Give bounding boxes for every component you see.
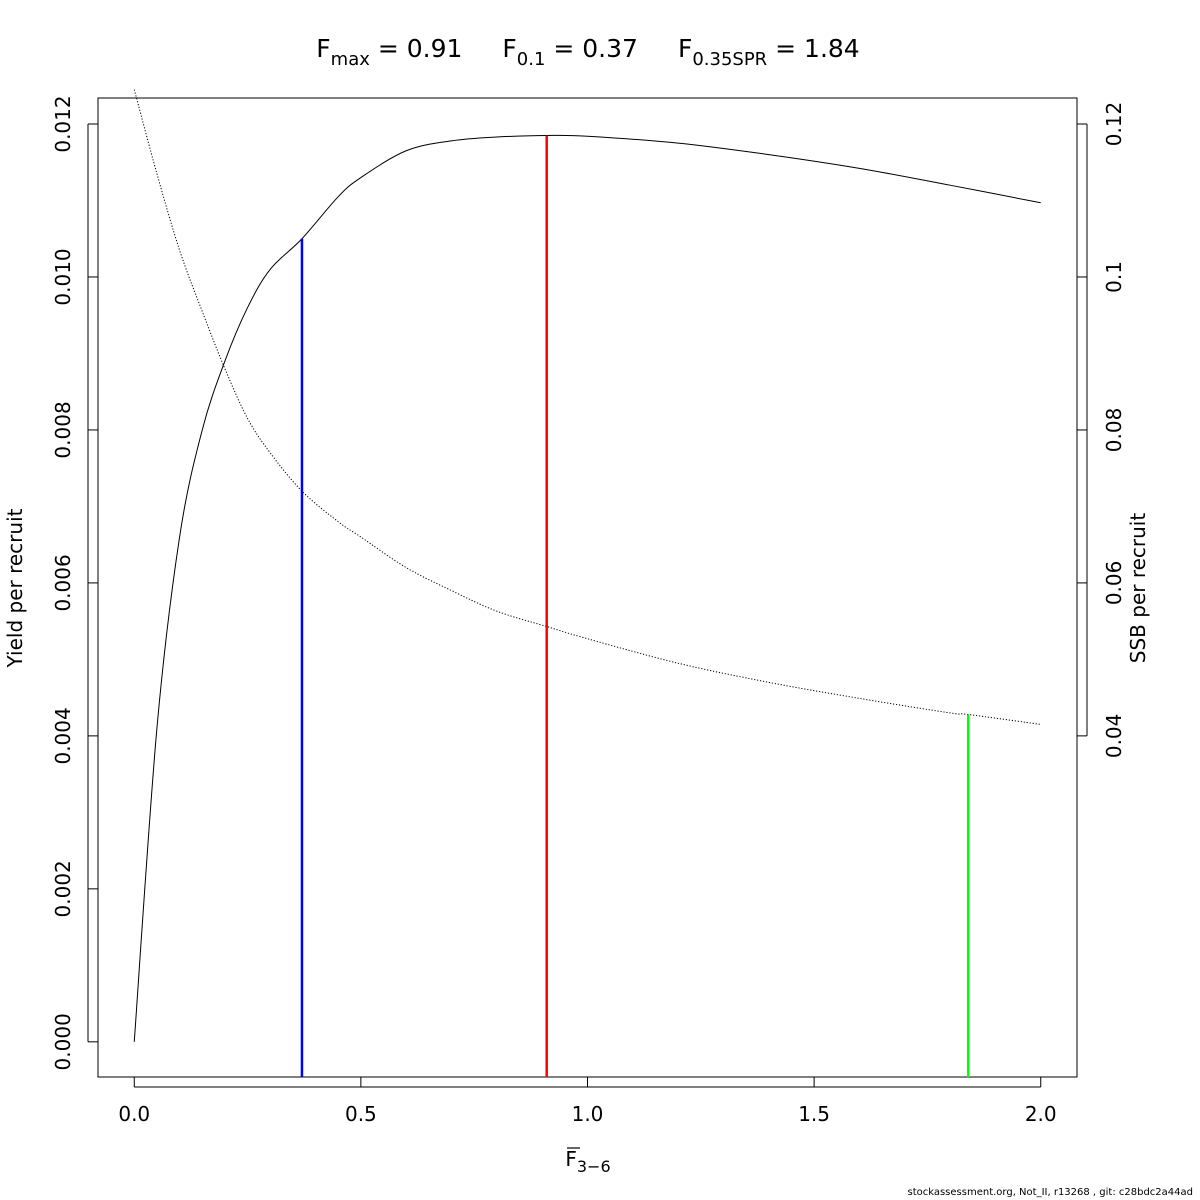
x-axis-title-sub: 3−6 xyxy=(577,1157,611,1176)
title-fspr-sub: 0.35SPR xyxy=(692,49,767,70)
y-left-tick-label: 0.008 xyxy=(51,401,75,458)
title-f01-base: F xyxy=(502,34,516,63)
y-left-tick-label: 0.006 xyxy=(51,554,75,611)
title-fspr-value: = 1.84 xyxy=(767,34,860,63)
y-right-tick-label: 0.08 xyxy=(1102,408,1126,453)
x-tick-label: 2.0 xyxy=(1025,1102,1057,1126)
y-left-tick-label: 0.002 xyxy=(51,860,75,917)
title-fmax-base: F xyxy=(316,34,330,63)
title-fspr-base: F xyxy=(678,34,692,63)
y-axis-left-title: Yield per recruit xyxy=(3,508,27,668)
title-fmax-value: = 0.91 xyxy=(370,34,463,63)
series-layer xyxy=(133,89,1041,1042)
y-left-tick-label: 0.012 xyxy=(51,95,75,152)
chart-title: Fmax = 0.91 F0.1 = 0.37 F0.35SPR = 1.84 xyxy=(316,34,859,70)
y-left-tick-label: 0.010 xyxy=(51,248,75,305)
y-axis-right: 0.04 0.06 0.08 0.1 0.12 xyxy=(1077,102,1126,758)
x-axis: 0.0 0.5 1.0 1.5 2.0 xyxy=(118,1077,1057,1126)
footer-credit: stockassessment.org, Not_II, r13268 , gi… xyxy=(907,1187,1193,1198)
yield-per-recruit-line xyxy=(133,134,1041,1042)
ssb-per-recruit-line xyxy=(133,89,1041,725)
x-axis-title: F3−6 xyxy=(565,1147,610,1176)
reference-lines-layer xyxy=(300,135,970,1077)
x-axis-title-base: F xyxy=(565,1147,577,1171)
y-axis-right-title: SSB per recruit xyxy=(1126,513,1150,664)
y-right-tick-label: 0.06 xyxy=(1102,561,1126,606)
plot-frame xyxy=(97,97,1078,1078)
title-f01-sub: 0.1 xyxy=(517,49,546,70)
title-fmax-sub: max xyxy=(331,49,371,70)
y-right-tick-label: 0.12 xyxy=(1102,102,1126,147)
y-axis-left: 0.000 0.002 0.004 0.006 0.008 0.010 0.012 xyxy=(51,95,98,1070)
title-f01-value: = 0.37 xyxy=(545,34,638,63)
y-left-tick-label: 0.000 xyxy=(51,1013,75,1070)
x-tick-label: 1.0 xyxy=(572,1102,604,1126)
x-tick-label: 1.5 xyxy=(798,1102,830,1126)
y-right-tick-label: 0.04 xyxy=(1102,714,1126,759)
x-tick-label: 0.0 xyxy=(118,1102,150,1126)
y-right-tick-label: 0.1 xyxy=(1102,261,1126,293)
y-left-tick-label: 0.004 xyxy=(51,707,75,764)
x-tick-label: 0.5 xyxy=(345,1102,377,1126)
